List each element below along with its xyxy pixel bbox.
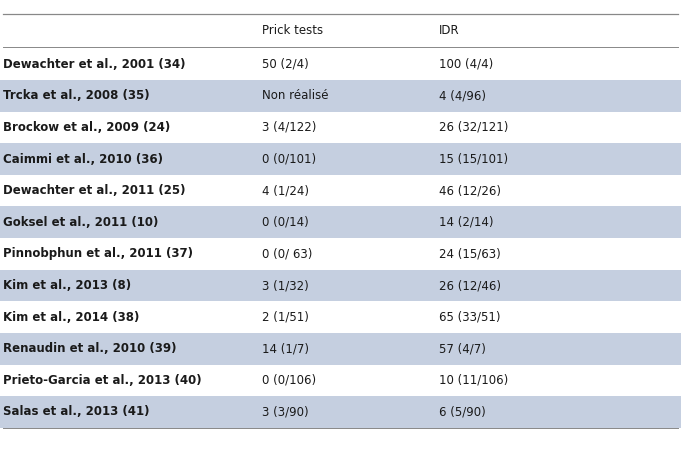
Text: 24 (15/63): 24 (15/63) bbox=[439, 247, 501, 260]
Text: 0 (0/14): 0 (0/14) bbox=[262, 216, 309, 229]
Text: Goksel et al., 2011 (10): Goksel et al., 2011 (10) bbox=[3, 216, 159, 229]
Text: 3 (1/32): 3 (1/32) bbox=[262, 279, 309, 292]
Bar bbox=[0, 270, 681, 301]
Text: 0 (0/ 63): 0 (0/ 63) bbox=[262, 247, 313, 260]
Text: 4 (4/96): 4 (4/96) bbox=[439, 89, 486, 102]
Text: 100 (4/4): 100 (4/4) bbox=[439, 58, 494, 71]
Text: 14 (2/14): 14 (2/14) bbox=[439, 216, 494, 229]
Text: 26 (12/46): 26 (12/46) bbox=[439, 279, 501, 292]
Text: Prieto-Garcia et al., 2013 (40): Prieto-Garcia et al., 2013 (40) bbox=[3, 374, 202, 387]
Text: 0 (0/101): 0 (0/101) bbox=[262, 153, 316, 166]
Text: Dewachter et al., 2001 (34): Dewachter et al., 2001 (34) bbox=[3, 58, 186, 71]
Text: 0 (0/106): 0 (0/106) bbox=[262, 374, 316, 387]
Text: 3 (4/122): 3 (4/122) bbox=[262, 121, 317, 134]
Bar bbox=[0, 333, 681, 365]
Text: 6 (5/90): 6 (5/90) bbox=[439, 405, 486, 419]
Text: Renaudin et al., 2010 (39): Renaudin et al., 2010 (39) bbox=[3, 342, 177, 355]
Bar bbox=[0, 206, 681, 238]
Text: 57 (4/7): 57 (4/7) bbox=[439, 342, 486, 355]
Bar bbox=[0, 143, 681, 175]
Text: 15 (15/101): 15 (15/101) bbox=[439, 153, 509, 166]
Text: 3 (3/90): 3 (3/90) bbox=[262, 405, 308, 419]
Text: Non réalisé: Non réalisé bbox=[262, 89, 329, 102]
Text: Kim et al., 2014 (38): Kim et al., 2014 (38) bbox=[3, 311, 140, 324]
Text: 46 (12/26): 46 (12/26) bbox=[439, 184, 501, 197]
Text: Brockow et al., 2009 (24): Brockow et al., 2009 (24) bbox=[3, 121, 171, 134]
Text: 65 (33/51): 65 (33/51) bbox=[439, 311, 501, 324]
Text: Prick tests: Prick tests bbox=[262, 24, 323, 37]
Text: Trcka et al., 2008 (35): Trcka et al., 2008 (35) bbox=[3, 89, 150, 102]
Text: Salas et al., 2013 (41): Salas et al., 2013 (41) bbox=[3, 405, 150, 419]
Text: Caimmi et al., 2010 (36): Caimmi et al., 2010 (36) bbox=[3, 153, 163, 166]
Text: Dewachter et al., 2011 (25): Dewachter et al., 2011 (25) bbox=[3, 184, 186, 197]
Text: Kim et al., 2013 (8): Kim et al., 2013 (8) bbox=[3, 279, 131, 292]
Text: 50 (2/4): 50 (2/4) bbox=[262, 58, 309, 71]
Bar bbox=[0, 396, 681, 428]
Text: IDR: IDR bbox=[439, 24, 460, 37]
Text: 14 (1/7): 14 (1/7) bbox=[262, 342, 309, 355]
Text: Pinnobphun et al., 2011 (37): Pinnobphun et al., 2011 (37) bbox=[3, 247, 193, 260]
Bar bbox=[0, 80, 681, 112]
Text: 10 (11/106): 10 (11/106) bbox=[439, 374, 509, 387]
Text: 26 (32/121): 26 (32/121) bbox=[439, 121, 509, 134]
Text: 2 (1/51): 2 (1/51) bbox=[262, 311, 309, 324]
Text: 4 (1/24): 4 (1/24) bbox=[262, 184, 309, 197]
